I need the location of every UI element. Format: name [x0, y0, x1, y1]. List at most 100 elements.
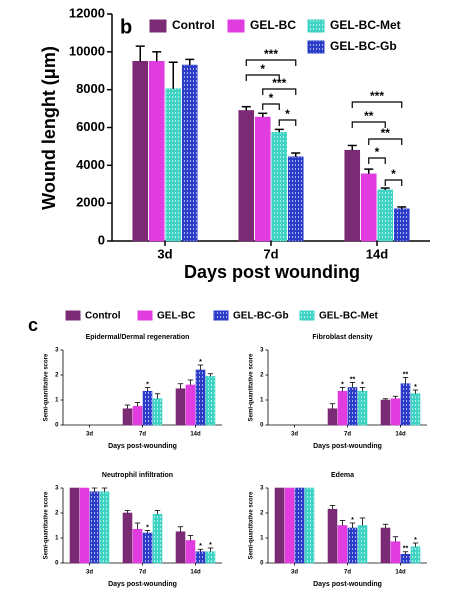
bracket-label: *: [375, 145, 380, 159]
error-bar: [402, 551, 409, 555]
legend-swatch: [307, 19, 325, 33]
y-tick-label: 8000: [76, 81, 105, 96]
bar: [360, 173, 377, 242]
significance: *: [199, 359, 202, 366]
legend-swatch: [299, 310, 315, 321]
bar: [344, 149, 361, 242]
bar: [181, 64, 198, 242]
bar: [337, 390, 348, 426]
bar: [390, 398, 401, 426]
significance: *: [199, 543, 202, 550]
legend-label: GEL-BC: [250, 18, 296, 32]
y-axis-label: Semi-quantitative score: [249, 353, 255, 421]
error-bar: [177, 383, 184, 389]
bracket: [351, 121, 386, 128]
bar: [287, 156, 304, 242]
error-bar: [382, 398, 389, 400]
significance: *: [209, 542, 212, 549]
y-tick-label: 1: [260, 536, 264, 542]
error-bar: [154, 393, 161, 399]
bar: [122, 512, 133, 564]
legend-label: GEL-BC-Met: [330, 18, 401, 32]
error-bar: [197, 548, 204, 552]
bracket-label: *: [391, 167, 396, 181]
y-tick-label: 3: [260, 486, 264, 492]
error-bar: [339, 387, 346, 392]
error-bar: [380, 187, 390, 190]
error-bar: [412, 389, 419, 394]
y-tick-label: 2: [260, 511, 264, 517]
x-axis-label: Days post-wounding: [313, 581, 382, 588]
error-bar: [187, 379, 194, 385]
x-tick-label: 7d: [139, 570, 146, 576]
significance: *: [146, 381, 149, 388]
bar: [165, 88, 182, 242]
y-tick-label: 0: [55, 561, 59, 567]
x-tick-label: 3d: [157, 246, 172, 261]
y-tick-label: 2000: [76, 195, 105, 210]
error-bar: [339, 520, 346, 526]
error-bar: [197, 364, 204, 370]
significance: *: [414, 384, 417, 391]
subplot-title: Epidermal/Dermal regeneration: [86, 334, 190, 341]
bar: [195, 551, 206, 564]
bar: [205, 375, 216, 426]
legend-swatch: [307, 40, 325, 54]
x-tick-label: 3d: [86, 432, 93, 438]
bar: [400, 383, 411, 426]
error-bar: [134, 522, 141, 530]
bar: [357, 390, 368, 426]
error-bar: [291, 152, 301, 157]
bracket: [368, 138, 403, 145]
error-bar: [392, 395, 399, 399]
legend-swatch: [137, 310, 153, 321]
legend-swatch: [149, 19, 167, 33]
y-tick-label: 4000: [76, 157, 105, 172]
y-tick-label: 3: [55, 486, 59, 492]
error-bar: [412, 542, 419, 547]
y-tick-label: 0: [260, 561, 264, 567]
significance: *: [414, 537, 417, 544]
bar: [69, 487, 80, 564]
legend-swatch: [213, 310, 229, 321]
y-tick-label: 1: [260, 398, 264, 404]
bracket: [262, 88, 297, 95]
x-axis-label: Days post-wounding: [108, 443, 177, 450]
bar: [132, 528, 143, 564]
significance: **: [403, 546, 409, 553]
bar: [142, 532, 153, 564]
bar: [175, 388, 186, 426]
error-bar: [124, 404, 131, 409]
bar: [327, 508, 338, 564]
bracket-label: *: [269, 91, 274, 105]
bracket: [245, 59, 297, 66]
x-tick-label: 14d: [190, 570, 201, 576]
bracket: [368, 157, 386, 164]
bar: [274, 487, 285, 564]
significance: *: [341, 381, 344, 388]
bar: [99, 491, 110, 564]
y-tick-label: 0: [260, 423, 264, 429]
error-bar: [101, 487, 108, 492]
bracket: [262, 103, 280, 110]
y-axis-label: Wound lenght (μm): [39, 46, 59, 210]
bar: [185, 540, 196, 564]
significance: **: [403, 371, 409, 378]
bracket-label: *: [260, 62, 265, 76]
y-tick-label: 3: [55, 348, 59, 354]
error-bar: [329, 505, 336, 510]
bar: [185, 384, 196, 426]
legend-label: Control: [172, 18, 215, 32]
y-axis-label: Semi-quantitative score: [44, 491, 50, 559]
bar: [337, 525, 348, 564]
bar: [377, 189, 394, 242]
bar: [327, 408, 338, 426]
legend-label: GEL-BC-Gb: [233, 311, 289, 322]
y-tick-label: 3: [260, 348, 264, 354]
error-bar: [91, 487, 98, 492]
x-tick-label: 7d: [139, 432, 146, 438]
legend-swatch: [227, 19, 245, 33]
error-bar: [349, 522, 356, 528]
y-tick-label: 2: [260, 373, 264, 379]
